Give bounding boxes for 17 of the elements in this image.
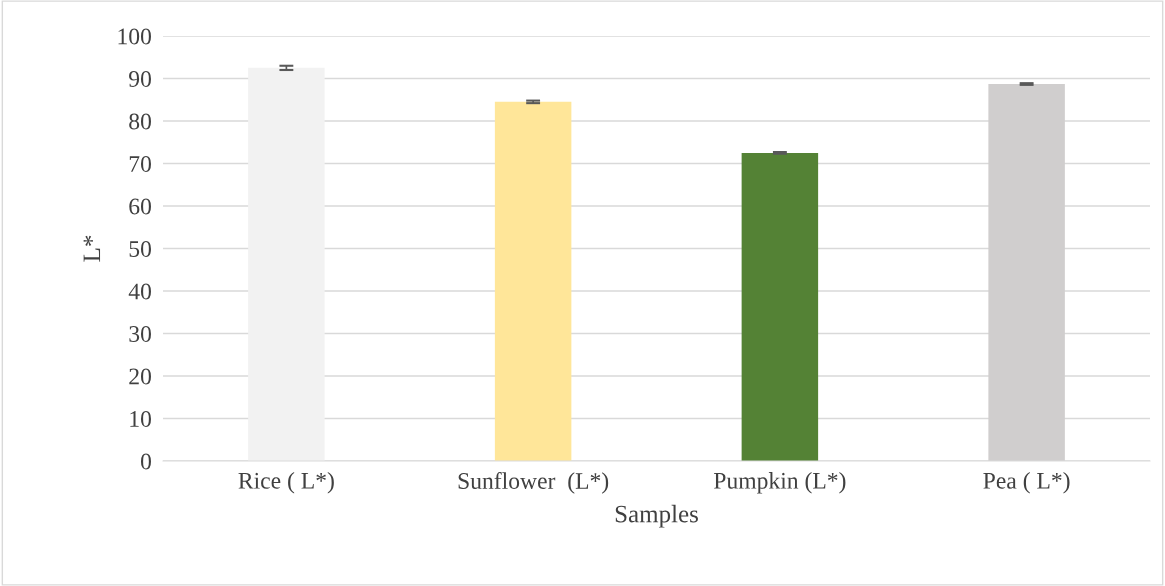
y-tick-label: 40 <box>128 283 151 300</box>
x-tick-label: Pumpkin (L*) <box>713 472 846 494</box>
y-tick-label: 90 <box>129 70 151 87</box>
y-tick-label: 70 <box>129 155 151 172</box>
y-tick-label: 30 <box>129 325 151 342</box>
x-tick-label: Rice ( L*) <box>238 472 334 494</box>
x-tick-label: Pea ( L*) <box>983 472 1070 494</box>
y-axis-title: L* <box>83 235 101 262</box>
y-tick-label: 10 <box>130 410 151 427</box>
y-tick-label: 50 <box>129 240 151 257</box>
y-tick-label: 0 <box>140 453 151 470</box>
y-tick-label: 60 <box>129 198 151 215</box>
y-tick-label: 100 <box>118 28 151 45</box>
x-axis-title: Samples <box>615 504 698 528</box>
y-tick-label: 20 <box>129 368 151 385</box>
y-tick-label: 80 <box>129 113 151 130</box>
x-tick-label: Sunflower (L*) <box>458 472 609 494</box>
